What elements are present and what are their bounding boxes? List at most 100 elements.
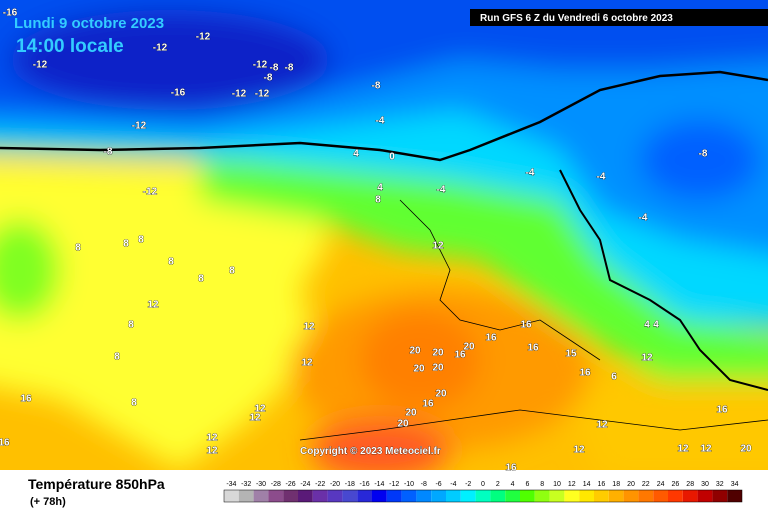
colorbar-swatch	[653, 490, 668, 502]
time-label: 14:00 locale	[16, 36, 124, 57]
isotherm-label: 16	[527, 343, 539, 354]
run-label: Run GFS 6 Z du Vendredi 6 octobre 2023	[480, 13, 673, 24]
colorbar-swatch	[357, 490, 372, 502]
colorbar-swatch	[238, 490, 254, 502]
colorbar-swatch	[416, 490, 432, 502]
isotherm-label: 12	[147, 300, 159, 311]
colorbar-label: 0	[481, 481, 485, 488]
isotherm-label: -12	[143, 187, 158, 198]
isotherm-label: 16	[454, 350, 466, 361]
colorbar-swatch	[268, 490, 284, 502]
colorbar-label: -20	[330, 481, 340, 488]
isotherm-label: -4	[376, 116, 385, 127]
colorbar-swatch	[594, 490, 609, 502]
isotherm-label: 4	[377, 183, 383, 194]
colorbar-swatch	[608, 490, 624, 502]
isotherm-label: 0	[389, 152, 395, 163]
isotherm-label: 20	[405, 408, 417, 419]
colorbar-label: 26	[672, 481, 680, 488]
colorbar-label: -22	[315, 481, 325, 488]
isotherm-label: -8	[372, 81, 381, 92]
colorbar-label: -14	[374, 481, 384, 488]
isotherm-label: -12	[232, 89, 247, 100]
colorbar-swatch	[727, 490, 742, 502]
colorbar-swatch	[712, 490, 728, 502]
colorbar-swatch	[697, 490, 713, 502]
colorbar-label: -2	[465, 481, 471, 488]
isotherm-label: -8	[264, 73, 273, 84]
colorbar-swatch	[549, 490, 565, 502]
colorbar-swatch	[564, 490, 580, 502]
colorbar-swatch	[490, 490, 506, 502]
isotherm-label: 16	[20, 394, 32, 405]
isotherm-label: 12	[432, 241, 444, 252]
copyright: Copyright © 2023 Meteociel.fr	[300, 446, 441, 457]
colorbar-swatch	[460, 490, 476, 502]
isotherm-label: 12	[677, 444, 689, 455]
isotherm-label: -12	[153, 43, 168, 54]
temperature-field	[0, 0, 768, 470]
colorbar-swatch	[372, 490, 387, 502]
colorbar-label: 10	[553, 481, 561, 488]
isotherm-label: 16	[505, 463, 517, 474]
isotherm-label: -8	[104, 147, 113, 158]
isotherm-label: 8	[168, 257, 174, 268]
colorbar-swatch	[623, 490, 639, 502]
isotherm-label: 6	[611, 372, 617, 383]
isotherm-label: 12	[206, 433, 218, 444]
isotherm-label: 16	[716, 405, 728, 416]
colorbar-swatch	[682, 490, 698, 502]
colorbar-label: -26	[286, 481, 296, 488]
footer-title: Température 850hPa	[28, 476, 165, 492]
colorbar-swatch	[224, 490, 239, 502]
isotherm-label: 20	[435, 389, 447, 400]
isotherm-label: 16	[422, 399, 434, 410]
colorbar-swatch	[253, 490, 269, 502]
isotherm-label: -4	[597, 172, 606, 183]
colorbar-swatch	[520, 490, 535, 502]
isotherm-label: -16	[3, 8, 18, 19]
isotherm-label: 8	[75, 243, 81, 254]
colorbar-label: 14	[583, 481, 591, 488]
colorbar-swatch	[431, 490, 446, 502]
colorbar-label: -30	[256, 481, 266, 488]
isotherm-label: 8	[131, 398, 137, 409]
colorbar-label: -8	[421, 481, 427, 488]
colorbar-swatch	[505, 490, 520, 502]
isotherm-label: 20	[740, 444, 752, 455]
colorbar-label: -10	[404, 481, 414, 488]
colorbar-label: 8	[540, 481, 544, 488]
isotherm-label: -12	[132, 121, 147, 132]
footer-lead: (+ 78h)	[30, 496, 66, 508]
isotherm-label: 16	[520, 320, 532, 331]
isotherm-label: -12	[255, 89, 270, 100]
colorbar-label: -4	[450, 481, 456, 488]
colorbar-swatch	[534, 490, 550, 502]
colorbar-swatch	[342, 490, 358, 502]
date-label: Lundi 9 octobre 2023	[14, 15, 164, 32]
isotherm-label: -8	[699, 149, 708, 160]
colorbar-label: 30	[701, 481, 709, 488]
isotherm-label: 12	[303, 322, 315, 333]
colorbar-label: 12	[568, 481, 576, 488]
isotherm-label: 12	[301, 358, 313, 369]
colorbar-swatch	[327, 490, 343, 502]
isotherm-label: -8	[285, 63, 294, 74]
colorbar-swatch	[579, 490, 594, 502]
isotherm-label: 8	[123, 239, 129, 250]
isotherm-label: 20	[463, 342, 475, 353]
isotherm-label: 15	[565, 349, 577, 360]
colorbar-label: 32	[716, 481, 724, 488]
colorbar-label: 22	[642, 481, 650, 488]
isotherm-label: 16	[0, 438, 10, 449]
isotherm-label: 8	[375, 195, 381, 206]
isotherm-label: 4	[644, 320, 650, 331]
colorbar-swatch	[638, 490, 654, 502]
colorbar-swatch	[312, 490, 328, 502]
colorbar-label: 34	[731, 481, 739, 488]
isotherm-label: -4	[437, 185, 446, 196]
isotherm-label: -4	[526, 168, 535, 179]
isotherm-label: 8	[138, 235, 144, 246]
isotherm-label: 16	[485, 333, 497, 344]
